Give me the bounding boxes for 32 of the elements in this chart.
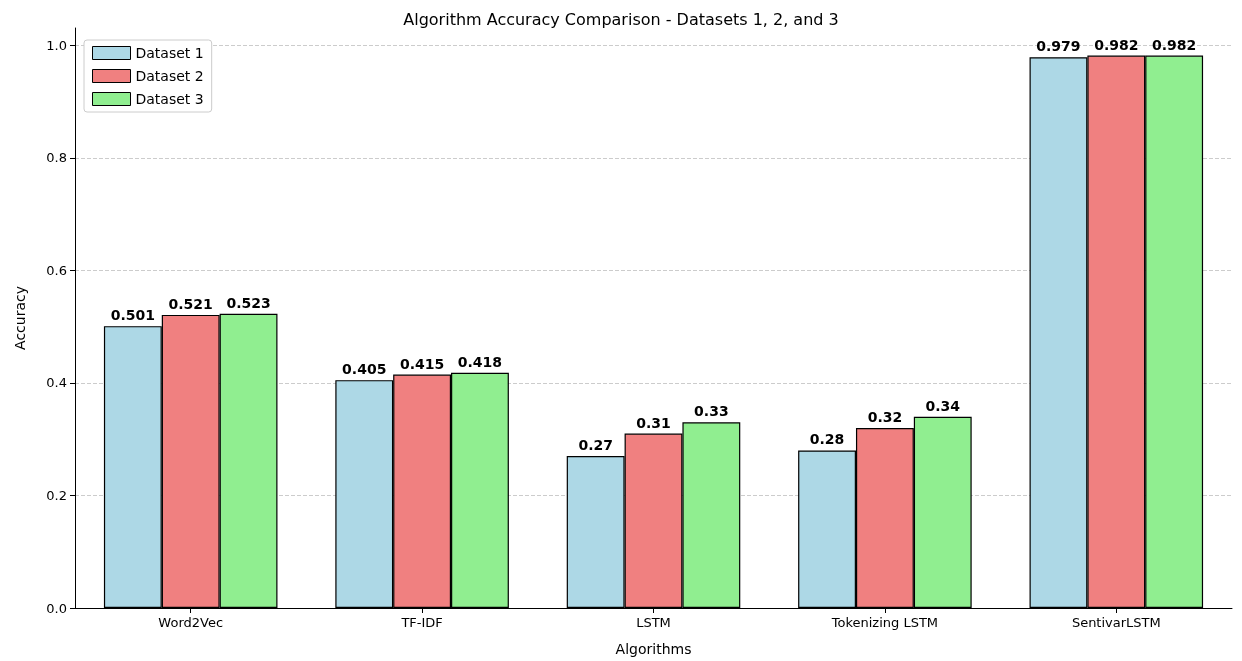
y-tick-label: 0.4 (46, 375, 67, 391)
data-label: 0.28 (809, 431, 845, 448)
x-tick-label: TF-IDF (400, 615, 443, 630)
data-label: 0.521 (168, 295, 213, 312)
data-label: 0.979 (1036, 38, 1081, 55)
legend-label: Dataset 1 (135, 45, 204, 61)
x-tick-label: Tokenizing LSTM (830, 615, 939, 630)
y-tick-label: 0.2 (46, 487, 67, 503)
y-tick-label: 1.0 (46, 37, 67, 53)
y-tick-label: 0.8 (46, 150, 67, 166)
legend-label: Dataset 3 (135, 91, 204, 107)
data-label: 0.31 (636, 414, 671, 431)
data-label: 0.501 (110, 307, 155, 324)
legend-label: Dataset 2 (135, 68, 204, 84)
data-label: 0.27 (578, 437, 613, 454)
data-label: 0.982 (1152, 36, 1197, 53)
y-tick-label: 0.0 (46, 600, 67, 616)
data-label: 0.982 (1094, 36, 1139, 53)
data-label: 0.32 (867, 408, 903, 425)
x-axis-title: Algorithms (615, 641, 692, 657)
data-label: 0.33 (694, 403, 729, 420)
x-tick-label: Word2Vec (158, 615, 224, 630)
data-label: 0.418 (457, 353, 503, 370)
y-axis-title: Accuracy (12, 286, 28, 350)
x-tick-label: LSTM (636, 615, 671, 630)
y-tick-label: 0.6 (46, 262, 67, 278)
data-label: 0.405 (342, 361, 387, 378)
chart-title: Algorithm Accuracy Comparison - Datasets 1, 2, and 3 (403, 9, 839, 29)
data-label: 0.415 (399, 355, 445, 372)
data-label: 0.523 (226, 294, 271, 311)
x-tick-label: SentivarLSTM (1071, 615, 1161, 630)
data-label: 0.34 (925, 397, 961, 414)
